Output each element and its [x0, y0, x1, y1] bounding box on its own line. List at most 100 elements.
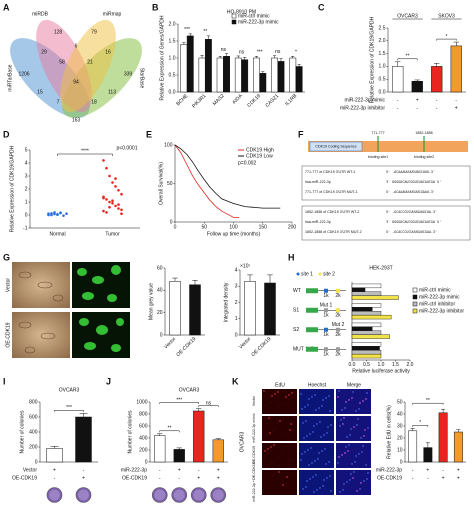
- nucleus: [319, 487, 321, 489]
- cell-line-label: OVCAR3: [239, 432, 245, 453]
- nucleus: [292, 407, 294, 409]
- nucleus: [275, 473, 277, 475]
- nucleus: [320, 436, 322, 438]
- nucleus: [352, 477, 354, 479]
- x-tick-label: 1.0: [378, 362, 385, 368]
- venn-count: 339: [124, 71, 133, 77]
- x-tick-label: Normal: [49, 231, 65, 237]
- image-row-label: OE-CDK19: [252, 446, 256, 464]
- sequence: 5' -ACAAAUUUUGUUCGAAU-3': [386, 190, 435, 194]
- nucleus: [271, 461, 273, 463]
- bar: [189, 284, 201, 336]
- y-axis-label: Relative Expression of CDK19/GAPDH: [369, 16, 375, 103]
- y-tick-label: 0: [145, 459, 148, 465]
- condition-mark: -: [159, 467, 161, 473]
- y-tick-label: 1.0: [379, 64, 386, 70]
- y-tick-label: S2: [293, 327, 299, 333]
- scale-label: 2k: [335, 352, 341, 358]
- significance: ns: [275, 49, 281, 55]
- nucleus: [358, 408, 360, 410]
- nucleus: [318, 407, 320, 409]
- survival-curve: [174, 144, 240, 218]
- nucleus: [359, 402, 361, 404]
- scale-label: 2k: [335, 313, 341, 319]
- panel-label: J: [106, 376, 111, 386]
- y-tick-label: 200: [29, 444, 38, 450]
- cells: [77, 265, 124, 352]
- venn-count: 15: [37, 89, 43, 95]
- legend-label: CDK19 Low: [246, 153, 273, 159]
- nucleus: [322, 399, 324, 401]
- nucleus: [355, 455, 357, 457]
- site-legend-label: site 1: [301, 271, 313, 277]
- y-tick-label: 100: [164, 142, 173, 148]
- condition-mark: -: [436, 97, 438, 103]
- data-point: [47, 213, 50, 217]
- nucleus: [302, 488, 304, 490]
- bar: [289, 57, 297, 93]
- data-point: [105, 166, 108, 170]
- significance: *: [295, 50, 297, 56]
- luciferase-box: [306, 288, 318, 294]
- x-axis-label: Follow up time (months): [207, 231, 261, 237]
- y-axis-label: Number of colonies: [19, 410, 25, 454]
- nucleus: [357, 418, 359, 420]
- site-box: [324, 308, 328, 313]
- condition-mark: +: [82, 475, 85, 481]
- y-tick-label: WT: [293, 288, 301, 294]
- y-axis-label: Relative Expression of Genes/GAPDH: [159, 15, 165, 100]
- y-tick-label: 40: [157, 288, 163, 294]
- x-tick-label: IL1RB: [284, 93, 299, 108]
- bar: [431, 66, 443, 93]
- y-tick-label: 4: [25, 160, 28, 166]
- nucleus: [319, 421, 321, 423]
- data-point: [105, 198, 108, 201]
- nucleus: [289, 474, 291, 476]
- y-tick-label: 1: [235, 316, 238, 322]
- nucleus: [263, 456, 265, 458]
- significance-bracket: [159, 430, 180, 433]
- nucleus: [283, 433, 285, 435]
- micrograph: [336, 389, 371, 414]
- bar: [193, 410, 205, 463]
- bar: [271, 57, 279, 93]
- panel-label: A: [3, 2, 10, 12]
- sequence-box: [301, 205, 471, 241]
- bar: [438, 412, 448, 463]
- data-point: [117, 207, 120, 210]
- bar: [169, 281, 181, 336]
- site-legend-label: site 2: [323, 271, 335, 277]
- image-row-label: miR-222-3p mimic: [252, 413, 256, 442]
- nucleus: [285, 482, 287, 484]
- x-tick-label: OE-CDK19: [175, 336, 197, 358]
- nucleus: [359, 488, 361, 490]
- nucleus: [310, 447, 312, 449]
- mutation-label: Mut 1: [320, 303, 333, 309]
- micrograph: [262, 470, 297, 495]
- column-group-label: SKOV3: [438, 13, 455, 19]
- nucleus: [301, 408, 303, 410]
- nucleus: [353, 471, 355, 473]
- bar: [186, 35, 194, 93]
- bar: [351, 330, 382, 335]
- legend-swatch: [412, 294, 418, 300]
- nucleus: [270, 401, 272, 403]
- nucleus: [345, 401, 347, 403]
- nucleus: [291, 458, 293, 460]
- data-point: [108, 205, 111, 209]
- micrograph: [336, 443, 371, 468]
- bar: [351, 311, 382, 316]
- cds-box: [309, 141, 363, 152]
- nucleus: [265, 419, 267, 421]
- nucleus: [309, 433, 311, 435]
- nucleus: [282, 484, 284, 486]
- chart-title: HEK-293T: [369, 265, 392, 271]
- data-point: [62, 214, 65, 217]
- sequence-name: 771-777 of CDK19 3'UTR WT-1: [305, 170, 355, 174]
- venn-count: 29: [41, 49, 47, 55]
- site-range: 1852-1858: [415, 131, 432, 135]
- significance: ns: [239, 49, 245, 55]
- bar: [351, 283, 382, 289]
- significance: **: [203, 29, 207, 35]
- bar: [234, 57, 242, 93]
